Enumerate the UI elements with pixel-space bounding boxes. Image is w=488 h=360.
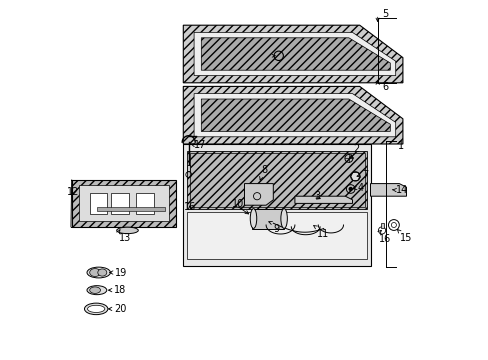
Polygon shape bbox=[244, 184, 273, 205]
Text: 5: 5 bbox=[381, 9, 387, 19]
Text: 13: 13 bbox=[119, 233, 131, 243]
Text: 10: 10 bbox=[231, 199, 244, 210]
Polygon shape bbox=[294, 196, 352, 203]
Polygon shape bbox=[183, 25, 402, 83]
Text: 4: 4 bbox=[357, 183, 363, 193]
Text: 14: 14 bbox=[396, 185, 408, 195]
Polygon shape bbox=[201, 99, 389, 131]
Text: 7: 7 bbox=[362, 170, 368, 180]
Ellipse shape bbox=[250, 208, 256, 228]
Text: 17: 17 bbox=[194, 140, 206, 150]
Polygon shape bbox=[194, 32, 395, 76]
Polygon shape bbox=[183, 86, 402, 144]
Ellipse shape bbox=[87, 305, 104, 312]
Polygon shape bbox=[370, 184, 406, 196]
Ellipse shape bbox=[87, 267, 110, 278]
Bar bbox=[380, 223, 383, 228]
Polygon shape bbox=[194, 94, 395, 137]
Text: 8: 8 bbox=[261, 165, 267, 175]
Ellipse shape bbox=[98, 269, 106, 276]
Text: 12: 12 bbox=[67, 187, 80, 197]
Bar bbox=[251, 209, 284, 229]
Bar bbox=[186, 165, 190, 171]
Text: 16: 16 bbox=[183, 202, 196, 212]
Text: 2: 2 bbox=[353, 144, 359, 154]
Ellipse shape bbox=[89, 287, 101, 293]
Bar bbox=[136, 193, 153, 214]
Text: 6: 6 bbox=[381, 82, 387, 92]
Text: 15: 15 bbox=[400, 233, 412, 243]
Polygon shape bbox=[183, 144, 370, 266]
Text: 18: 18 bbox=[114, 285, 126, 295]
Bar bbox=[111, 193, 128, 214]
Ellipse shape bbox=[117, 227, 138, 234]
Text: 20: 20 bbox=[114, 304, 126, 314]
Text: 9: 9 bbox=[272, 224, 279, 234]
Text: 19: 19 bbox=[115, 267, 127, 278]
Ellipse shape bbox=[280, 208, 287, 228]
Ellipse shape bbox=[87, 286, 106, 294]
Circle shape bbox=[348, 188, 351, 190]
Ellipse shape bbox=[89, 269, 101, 276]
Polygon shape bbox=[79, 185, 168, 221]
Bar bbox=[89, 193, 107, 214]
Text: 11: 11 bbox=[317, 229, 329, 239]
Text: 16: 16 bbox=[378, 234, 390, 244]
Text: 3: 3 bbox=[314, 191, 320, 201]
Polygon shape bbox=[97, 207, 165, 211]
Polygon shape bbox=[186, 212, 366, 259]
Polygon shape bbox=[201, 38, 389, 70]
Polygon shape bbox=[72, 180, 176, 227]
Polygon shape bbox=[186, 151, 366, 209]
Ellipse shape bbox=[84, 303, 108, 315]
Text: 1: 1 bbox=[397, 141, 403, 151]
